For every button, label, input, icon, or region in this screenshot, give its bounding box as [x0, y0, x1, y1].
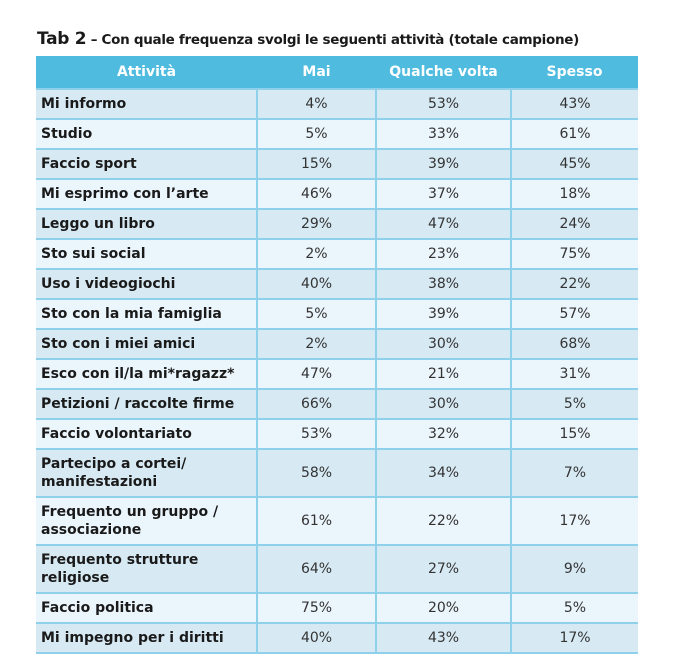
- table-row: Mi informo 4% 53% 43%: [36, 88, 638, 119]
- cell-activity: Studio: [36, 118, 257, 149]
- cell-spesso: 24%: [510, 208, 638, 239]
- cell-qualche-volta: 37%: [375, 178, 511, 209]
- table-row: Frequento strutture religiose 64% 27% 9%: [36, 544, 638, 593]
- cell-qualche-volta: 30%: [375, 388, 511, 419]
- cell-qualche-volta: 34%: [375, 448, 511, 497]
- cell-mai: 46%: [256, 178, 376, 209]
- cell-mai: 2%: [256, 328, 376, 359]
- cell-spesso: 45%: [510, 148, 638, 179]
- table-row: Faccio volontariato 53% 32% 15%: [36, 418, 638, 449]
- cell-activity: Mi esprimo con l’arte: [36, 178, 257, 209]
- cell-qualche-volta: 43%: [375, 622, 511, 654]
- cell-spesso: 17%: [510, 496, 638, 545]
- cell-activity: Partecipo a cortei/ manifestazioni: [36, 448, 257, 497]
- table-row: Mi esprimo con l’arte 46% 37% 18%: [36, 178, 638, 209]
- cell-activity: Faccio volontariato: [36, 418, 257, 449]
- cell-spesso: 57%: [510, 298, 638, 329]
- cell-qualche-volta: 47%: [375, 208, 511, 239]
- cell-spesso: 68%: [510, 328, 638, 359]
- cell-spesso: 7%: [510, 448, 638, 497]
- cell-qualche-volta: 21%: [375, 358, 511, 389]
- cell-spesso: 18%: [510, 178, 638, 209]
- cell-qualche-volta: 53%: [375, 88, 511, 119]
- header-spesso: Spesso: [511, 56, 638, 89]
- cell-qualche-volta: 27%: [375, 544, 511, 593]
- cell-activity: Esco con il/la mi*ragazz*: [36, 358, 257, 389]
- table-row: Partecipo a cortei/ manifestazioni 58% 34%…: [36, 448, 638, 497]
- cell-activity: Sto con la mia famiglia: [36, 298, 257, 329]
- cell-mai: 58%: [256, 448, 376, 497]
- table-row: Sto sui social 2% 23% 75%: [36, 238, 638, 269]
- cell-activity: Faccio sport: [36, 148, 257, 179]
- table-number: Tab 2: [37, 29, 87, 49]
- cell-qualche-volta: 23%: [375, 238, 511, 269]
- cell-spesso: 31%: [510, 358, 638, 389]
- cell-mai: 15%: [256, 148, 376, 179]
- cell-activity: Frequento un gruppo / associazione: [36, 496, 257, 545]
- table-title: Tab 2 – Con quale frequenza svolgi le se…: [37, 29, 579, 49]
- cell-mai: 40%: [256, 268, 376, 299]
- header-activity: Attività: [36, 56, 257, 89]
- table-row: Leggo un libro 29% 47% 24%: [36, 208, 638, 239]
- cell-activity: Sto con i miei amici: [36, 328, 257, 359]
- cell-qualche-volta: 39%: [375, 298, 511, 329]
- cell-qualche-volta: 20%: [375, 592, 511, 623]
- cell-qualche-volta: 32%: [375, 418, 511, 449]
- table-row: Mi impegno per i diritti 40% 43% 17%: [36, 622, 638, 654]
- cell-activity: Sto sui social: [36, 238, 257, 269]
- cell-mai: 53%: [256, 418, 376, 449]
- cell-spesso: 15%: [510, 418, 638, 449]
- table-row: Sto con la mia famiglia 5% 39% 57%: [36, 298, 638, 329]
- cell-qualche-volta: 38%: [375, 268, 511, 299]
- cell-activity: Mi impegno per i diritti: [36, 622, 257, 654]
- cell-spesso: 43%: [510, 88, 638, 119]
- cell-activity: Frequento strutture religiose: [36, 544, 257, 593]
- cell-mai: 66%: [256, 388, 376, 419]
- cell-mai: 61%: [256, 496, 376, 545]
- cell-mai: 4%: [256, 88, 376, 119]
- cell-activity: Faccio politica: [36, 592, 257, 623]
- cell-activity: Leggo un libro: [36, 208, 257, 239]
- cell-mai: 40%: [256, 622, 376, 654]
- cell-spesso: 75%: [510, 238, 638, 269]
- table-row: Uso i videogiochi 40% 38% 22%: [36, 268, 638, 299]
- cell-spesso: 5%: [510, 388, 638, 419]
- cell-activity: Mi informo: [36, 88, 257, 119]
- cell-activity: Uso i videogiochi: [36, 268, 257, 299]
- cell-spesso: 5%: [510, 592, 638, 623]
- cell-activity: Petizioni / raccolte firme: [36, 388, 257, 419]
- cell-mai: 29%: [256, 208, 376, 239]
- cell-qualche-volta: 30%: [375, 328, 511, 359]
- table-row: Sto con i miei amici 2% 30% 68%: [36, 328, 638, 359]
- cell-mai: 64%: [256, 544, 376, 593]
- cell-spesso: 61%: [510, 118, 638, 149]
- cell-spesso: 22%: [510, 268, 638, 299]
- header-row: Attività Mai Qualche volta Spesso: [36, 56, 638, 89]
- cell-mai: 5%: [256, 298, 376, 329]
- activity-frequency-table: Attività Mai Qualche volta Spesso Mi inf…: [36, 56, 638, 654]
- table-row: Petizioni / raccolte firme 66% 30% 5%: [36, 388, 638, 419]
- cell-spesso: 9%: [510, 544, 638, 593]
- table-caption: – Con quale frequenza svolgi le seguenti…: [86, 32, 580, 48]
- cell-mai: 5%: [256, 118, 376, 149]
- cell-spesso: 17%: [510, 622, 638, 654]
- header-qualche-volta: Qualche volta: [376, 56, 511, 89]
- cell-mai: 47%: [256, 358, 376, 389]
- table-row: Faccio sport 15% 39% 45%: [36, 148, 638, 179]
- cell-qualche-volta: 33%: [375, 118, 511, 149]
- cell-mai: 2%: [256, 238, 376, 269]
- cell-mai: 75%: [256, 592, 376, 623]
- cell-qualche-volta: 39%: [375, 148, 511, 179]
- cell-qualche-volta: 22%: [375, 496, 511, 545]
- table-row: Frequento un gruppo / associazione 61% 22%…: [36, 496, 638, 545]
- table-row: Esco con il/la mi*ragazz* 47% 21% 31%: [36, 358, 638, 389]
- table-row: Studio 5% 33% 61%: [36, 118, 638, 149]
- table-row: Faccio politica 75% 20% 5%: [36, 592, 638, 623]
- header-mai: Mai: [257, 56, 376, 89]
